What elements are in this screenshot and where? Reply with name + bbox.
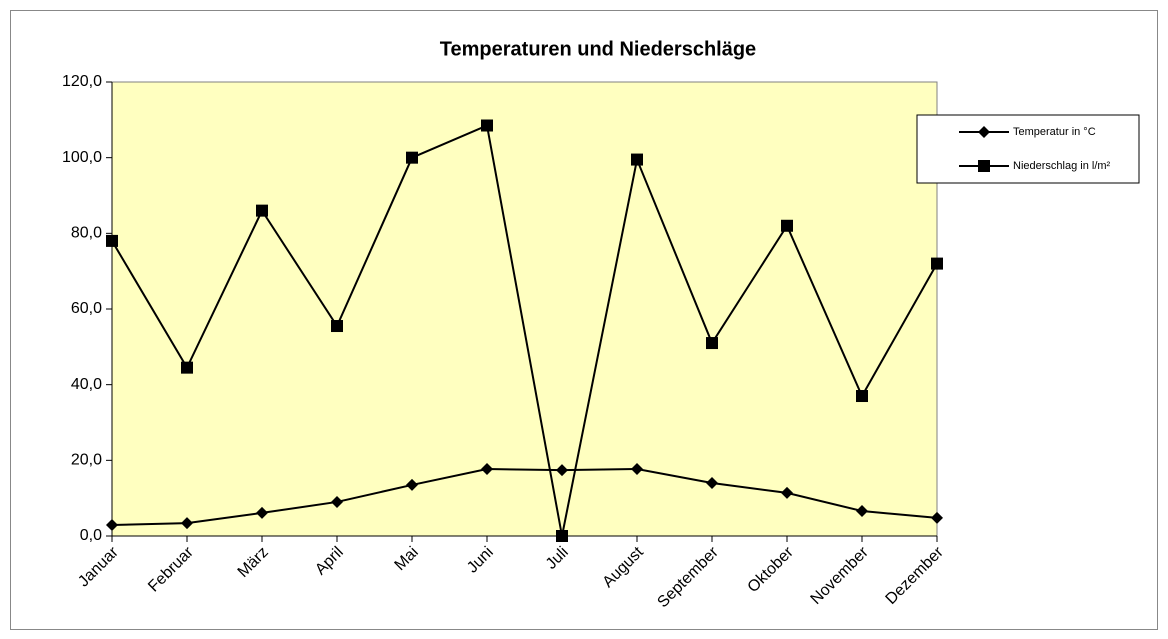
data-point	[631, 463, 643, 476]
data-point	[256, 204, 268, 217]
legend-label: Temperatur in °C	[1013, 126, 1096, 138]
data-point	[256, 506, 268, 519]
data-point	[856, 390, 868, 403]
data-point	[181, 517, 193, 530]
data-point	[556, 530, 568, 542]
data-point	[931, 511, 943, 524]
data-point	[481, 463, 493, 476]
series-line	[111, 468, 938, 527]
series-line	[111, 124, 938, 537]
data-point	[106, 519, 118, 532]
legend-marker	[978, 160, 990, 172]
data-point	[181, 361, 193, 374]
data-point	[481, 119, 493, 132]
y-tick-label: 0,0	[80, 527, 102, 544]
chart-title: Temperaturen und Niederschläge	[440, 38, 756, 60]
y-tick-label: 80,0	[71, 225, 102, 242]
y-tick-label: 20,0	[71, 452, 102, 469]
legend-box	[916, 114, 1140, 184]
plot-area	[111, 81, 938, 537]
data-point	[781, 219, 793, 232]
data-point	[331, 320, 343, 333]
data-point	[781, 486, 793, 499]
legend-label: Niederschlag in l/m²	[1013, 160, 1111, 172]
y-tick-label: 100,0	[62, 149, 102, 166]
data-point	[406, 151, 418, 164]
data-point	[406, 478, 418, 491]
y-tick-label: 120,0	[62, 73, 102, 90]
legend-marker	[978, 126, 990, 138]
data-point	[631, 153, 643, 166]
data-point	[106, 234, 118, 247]
data-point	[931, 257, 943, 270]
y-tick-label: 60,0	[71, 300, 102, 317]
data-point	[706, 477, 718, 490]
y-tick-label: 40,0	[71, 376, 102, 393]
data-point	[556, 464, 568, 477]
data-point	[706, 337, 718, 350]
data-point	[856, 505, 868, 518]
data-point	[331, 495, 343, 508]
